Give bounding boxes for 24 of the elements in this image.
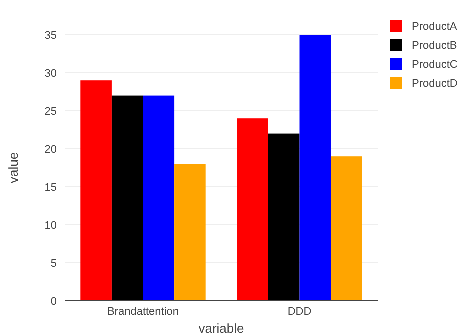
bar — [112, 96, 144, 301]
legend-label: ProductB — [412, 40, 458, 52]
y-tick-label: 30 — [44, 68, 57, 80]
legend-label: ProductC — [412, 58, 458, 71]
y-tick-label: 15 — [44, 182, 57, 194]
bar — [143, 96, 175, 301]
y-tick-label: 25 — [44, 106, 57, 118]
legend-label: ProductA — [412, 20, 458, 33]
legend-label: ProductD — [412, 78, 458, 90]
bar — [300, 35, 332, 301]
y-tick-label: 5 — [50, 258, 57, 270]
x-axis-title: variable — [198, 321, 244, 335]
y-tick-label: 10 — [44, 220, 57, 232]
bar — [268, 134, 300, 301]
y-axis-title: value — [6, 152, 21, 184]
bar — [174, 164, 206, 301]
bar — [80, 80, 112, 301]
x-tick-label: DDD — [288, 306, 312, 318]
bar — [237, 118, 268, 301]
x-tick-label: Brandattention — [107, 306, 180, 318]
bar — [331, 156, 362, 301]
y-tick-label: 35 — [44, 30, 57, 42]
y-tick-label: 20 — [44, 144, 57, 156]
y-tick-label: 0 — [50, 296, 57, 308]
